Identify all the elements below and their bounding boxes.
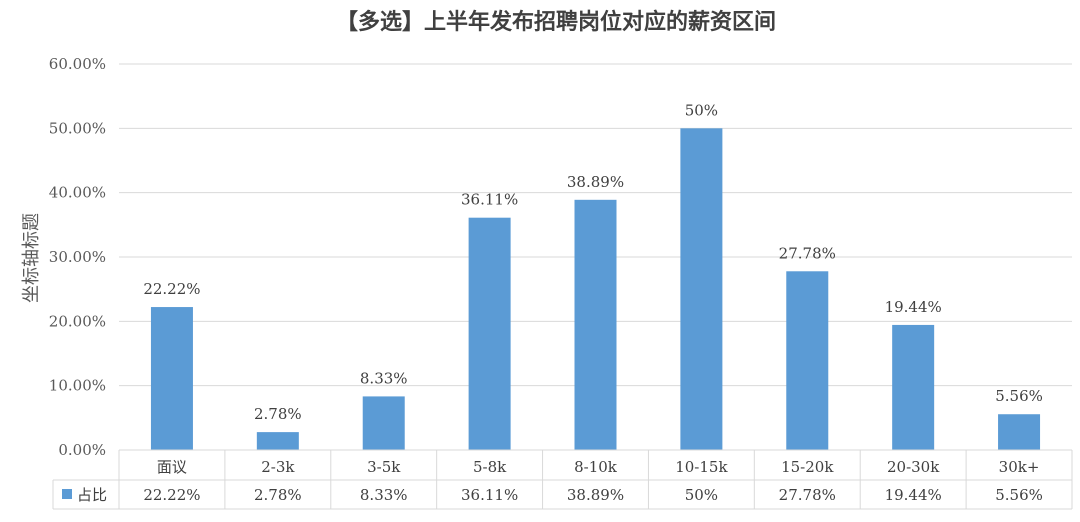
y-tick-label: 0.00% xyxy=(58,441,106,459)
legend-swatch xyxy=(62,489,72,499)
category-label: 15-20k xyxy=(781,458,834,476)
data-label: 27.78% xyxy=(779,244,836,262)
bar xyxy=(574,199,617,450)
y-tick-label: 40.00% xyxy=(49,184,106,202)
category-label: 3-5k xyxy=(367,458,401,476)
category-label: 5-8k xyxy=(473,458,507,476)
table-cell: 2.78% xyxy=(254,486,302,504)
data-table: 面议 22.22% 2-3k 2.78% 3-5k 8.33% 5-8k 36.11% 8-10… xyxy=(52,449,1073,510)
bar xyxy=(256,432,299,450)
y-tick-label: 50.00% xyxy=(49,119,106,137)
table-cell: 5.56% xyxy=(995,486,1043,504)
data-label: 38.89% xyxy=(567,173,624,191)
table-cell: 19.44% xyxy=(885,486,942,504)
legend-label: 占比 xyxy=(77,486,107,504)
y-axis-ticks: 0.00% 10.00% 20.00% 30.00% 40.00% 50.00% 60.00… xyxy=(49,55,106,459)
category-label: 面议 xyxy=(157,458,187,476)
table-cell: 50% xyxy=(685,486,718,504)
table-cell: 22.22% xyxy=(143,486,200,504)
bar xyxy=(362,396,405,450)
data-label: 2.78% xyxy=(254,405,302,423)
data-label: 36.11% xyxy=(461,191,518,209)
category-label: 10-15k xyxy=(675,458,728,476)
y-tick-label: 30.00% xyxy=(49,248,106,266)
y-tick-label: 60.00% xyxy=(49,55,106,73)
data-label: 5.56% xyxy=(995,387,1043,405)
data-label: 19.44% xyxy=(885,298,942,316)
bar xyxy=(468,217,511,450)
bar xyxy=(892,324,935,450)
category-label: 8-10k xyxy=(574,458,618,476)
data-label: 50% xyxy=(685,101,718,119)
data-labels: 22.22% 2.78% 8.33% 36.11% 38.89% 50% 27.78% 19.… xyxy=(143,101,1043,423)
category-label: 30k+ xyxy=(999,458,1040,476)
category-label: 2-3k xyxy=(261,458,295,476)
table-cell: 38.89% xyxy=(567,486,624,504)
table-cell: 27.78% xyxy=(779,486,836,504)
y-tick-label: 10.00% xyxy=(49,377,106,395)
table-cell: 8.33% xyxy=(360,486,408,504)
chart-title: 【多选】上半年发布招聘岗位对应的薪资区间 xyxy=(336,9,776,35)
y-tick-label: 20.00% xyxy=(49,312,106,330)
bar xyxy=(680,128,723,451)
bar xyxy=(786,271,829,450)
table-cell: 36.11% xyxy=(461,486,518,504)
category-label: 20-30k xyxy=(887,458,940,476)
data-label: 8.33% xyxy=(360,369,408,387)
bars xyxy=(150,128,1041,451)
bar xyxy=(150,307,193,450)
y-axis-label: 坐标轴标题 xyxy=(21,213,42,303)
bar xyxy=(998,414,1041,450)
data-label: 22.22% xyxy=(143,280,200,298)
